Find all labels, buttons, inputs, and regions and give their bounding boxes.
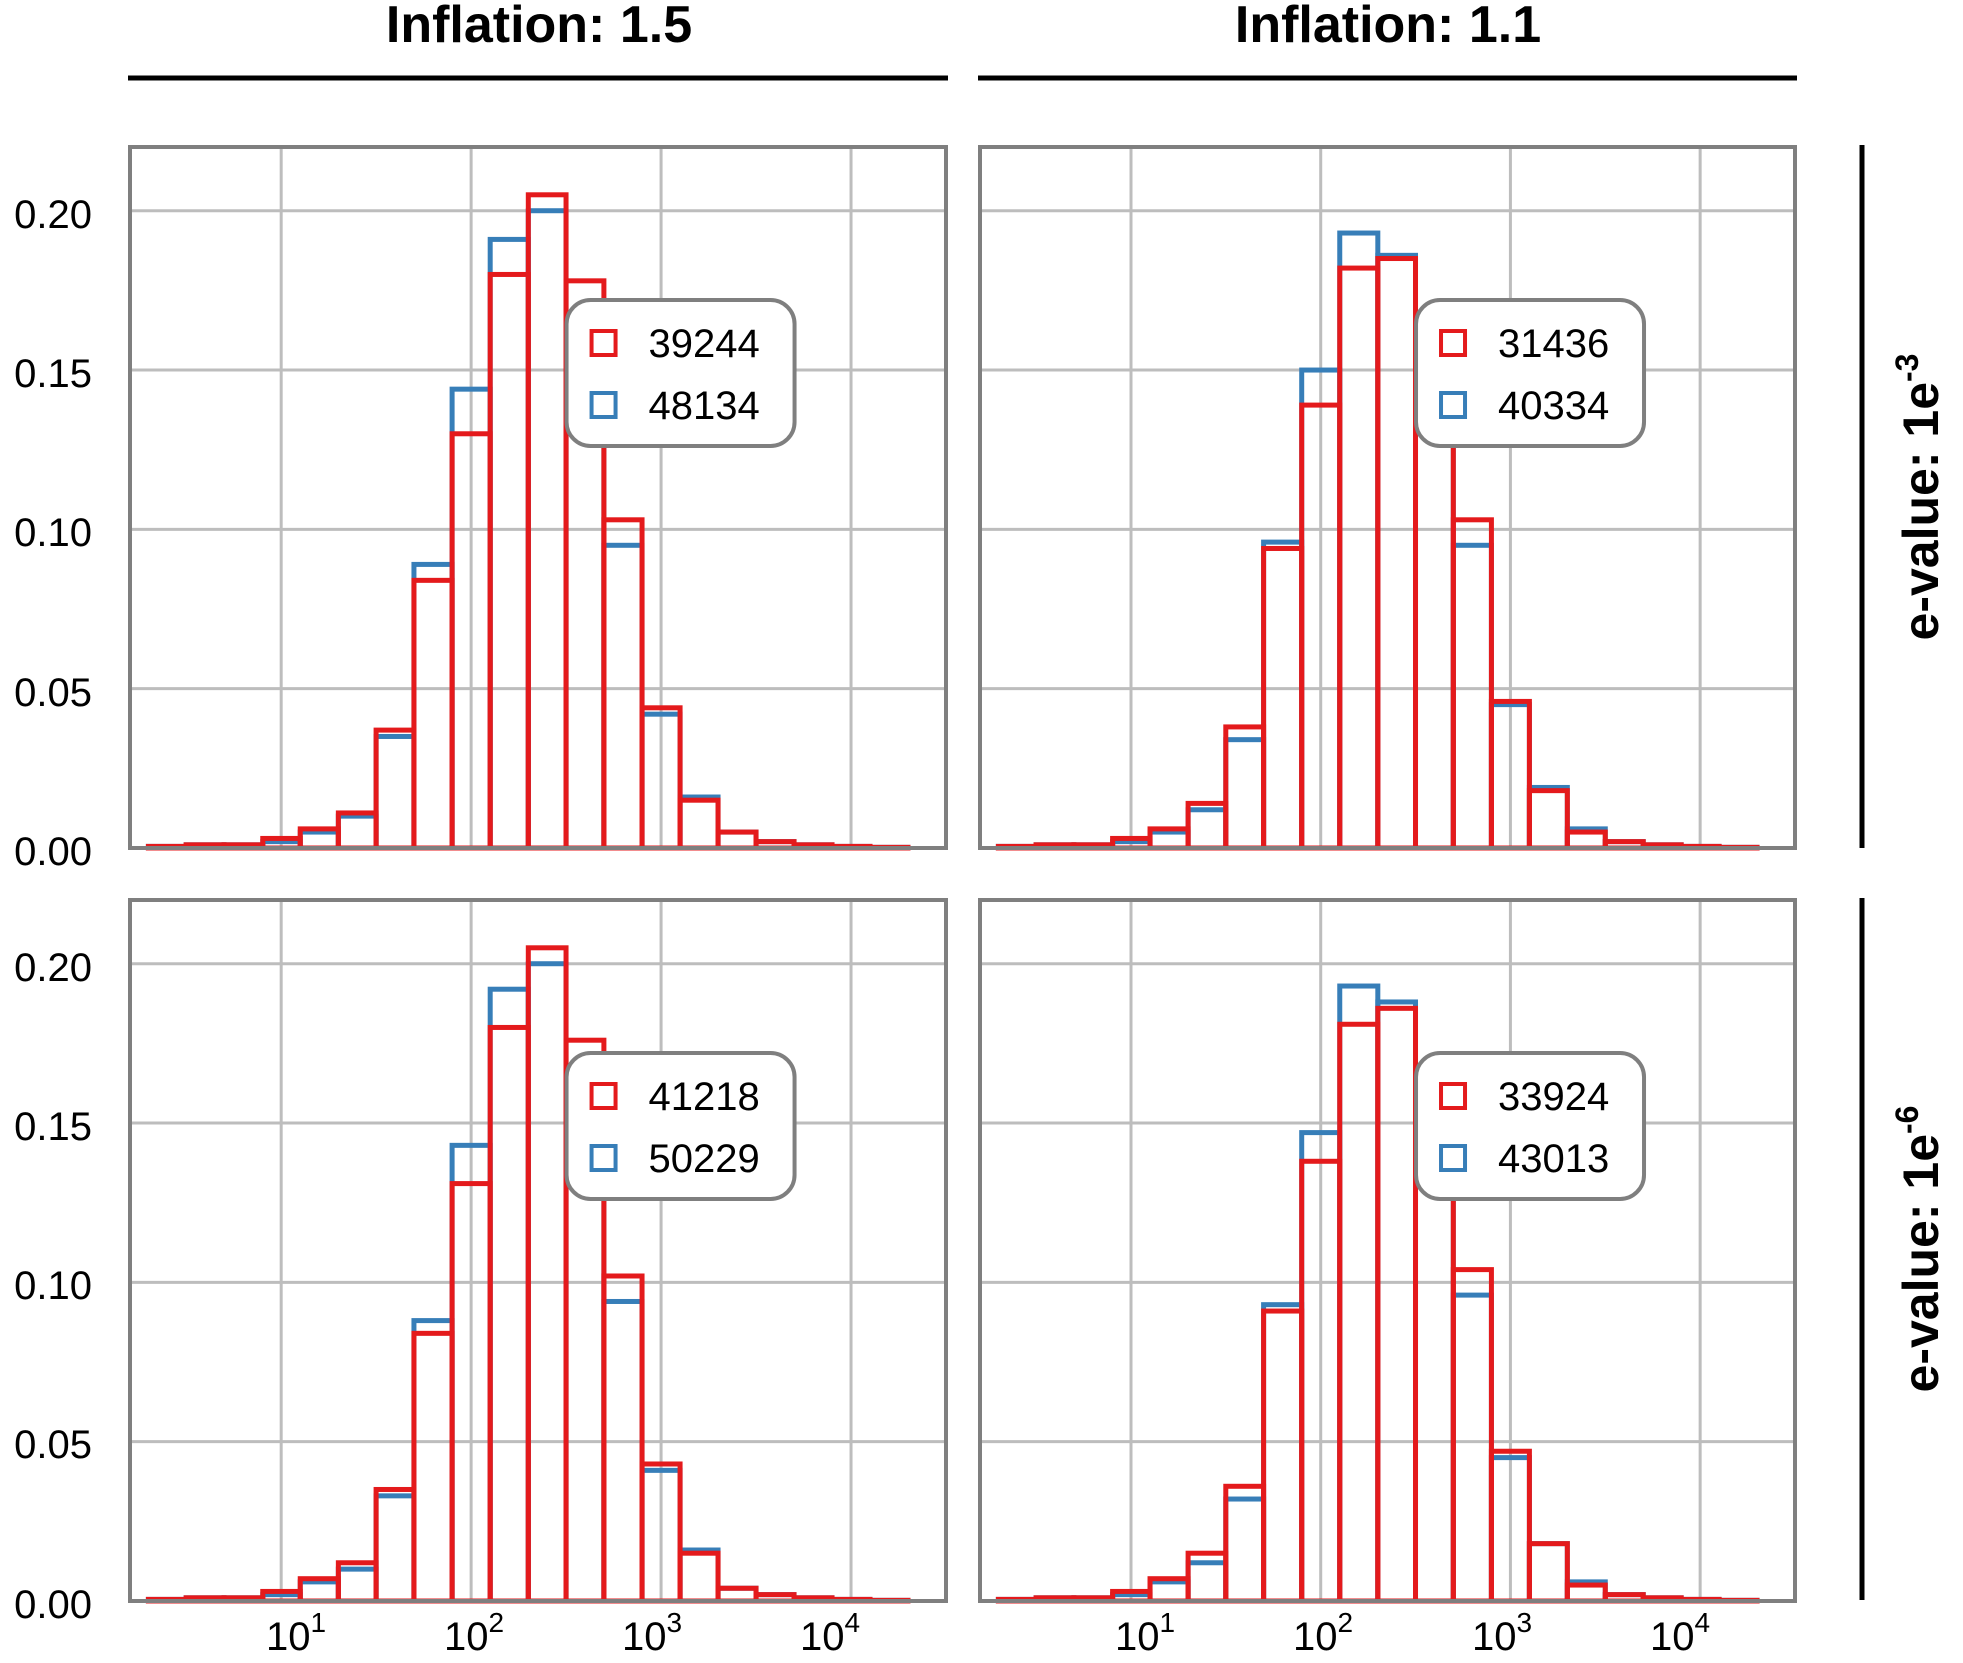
legend-label: 50229 xyxy=(649,1137,760,1181)
y-tick-label: 0.15 xyxy=(14,352,92,396)
x-tick-label: 102 xyxy=(444,1607,504,1659)
panel-frame xyxy=(128,145,948,850)
panel-background xyxy=(130,900,946,1601)
y-axis-row-0: 0.20 0.15 0.10 0.05 0.00 xyxy=(14,193,92,874)
x-tick-label: 102 xyxy=(1293,1607,1353,1659)
x-tick-label: 101 xyxy=(266,1607,326,1659)
x-tick-label: 104 xyxy=(800,1607,860,1659)
row-strip-evalue-1e-3: e-value: 1e-3 xyxy=(1889,354,1949,641)
panel-inflation-1-5-evalue-1e-6: 41218 50229 xyxy=(128,898,948,1604)
x-tick-label: 101 xyxy=(1115,1607,1175,1659)
legend-key xyxy=(589,1082,618,1110)
panel-inflation-1-1-evalue-1e-6: 33924 43013 xyxy=(978,898,1797,1604)
legend: 39244 48134 xyxy=(564,298,797,448)
legend: 33924 43013 xyxy=(1414,1051,1647,1201)
x-axis-col-1: 101 102 103 104 xyxy=(1115,1607,1710,1659)
x-tick-label: 103 xyxy=(622,1607,682,1659)
legend-label: 41218 xyxy=(649,1075,760,1119)
legend-label: 31436 xyxy=(1498,322,1609,366)
panel-frame xyxy=(128,898,948,1603)
legend-label: 48134 xyxy=(649,384,760,428)
y-tick-label: 0.20 xyxy=(14,193,92,237)
panel-background xyxy=(130,147,946,848)
legend-box xyxy=(1414,298,1647,448)
legend-key xyxy=(1439,1144,1468,1172)
y-tick-label: 0.15 xyxy=(14,1105,92,1149)
x-tick-label: 104 xyxy=(1650,1607,1710,1659)
panel-inflation-1-5-evalue-1e-3: 39244 48134 xyxy=(128,145,948,851)
column-strip-inflation-1-1: Inflation: 1.1 xyxy=(1235,0,1541,54)
y-tick-label: 0.05 xyxy=(14,1423,92,1467)
legend: 41218 50229 xyxy=(564,1051,797,1201)
y-tick-label: 0.20 xyxy=(14,946,92,990)
panel-frame xyxy=(978,145,1797,850)
legend: 31436 40334 xyxy=(1414,298,1647,448)
legend-label: 43013 xyxy=(1498,1137,1609,1181)
x-axis-col-0: 101 102 103 104 xyxy=(266,1607,860,1659)
legend-key xyxy=(589,391,618,419)
panel-background xyxy=(980,147,1795,848)
legend-box xyxy=(1414,1051,1647,1201)
legend-key xyxy=(589,329,618,357)
x-tick-label: 103 xyxy=(1472,1607,1532,1659)
y-axis-row-1: 0.20 0.15 0.10 0.05 0.00 xyxy=(14,946,92,1627)
legend-key xyxy=(1439,1082,1468,1110)
legend-box xyxy=(564,1051,797,1201)
y-tick-label: 0.10 xyxy=(14,511,92,555)
legend-key xyxy=(1439,329,1468,357)
y-tick-label: 0.05 xyxy=(14,671,92,715)
panel-frame xyxy=(978,898,1797,1603)
legend-box xyxy=(564,298,797,448)
legend-key xyxy=(1439,391,1468,419)
panel-background xyxy=(980,900,1795,1601)
y-tick-label: 0.00 xyxy=(14,1583,92,1627)
legend-label: 40334 xyxy=(1498,384,1609,428)
y-tick-label: 0.00 xyxy=(14,830,92,874)
legend-label: 39244 xyxy=(649,322,760,366)
y-tick-label: 0.10 xyxy=(14,1264,92,1308)
row-strip-evalue-1e-6: e-value: 1e-6 xyxy=(1889,1106,1949,1393)
legend-key xyxy=(589,1144,618,1172)
legend-label: 33924 xyxy=(1498,1075,1609,1119)
column-strip-inflation-1-5: Inflation: 1.5 xyxy=(386,0,692,54)
panel-inflation-1-1-evalue-1e-3: 31436 40334 xyxy=(978,145,1797,851)
